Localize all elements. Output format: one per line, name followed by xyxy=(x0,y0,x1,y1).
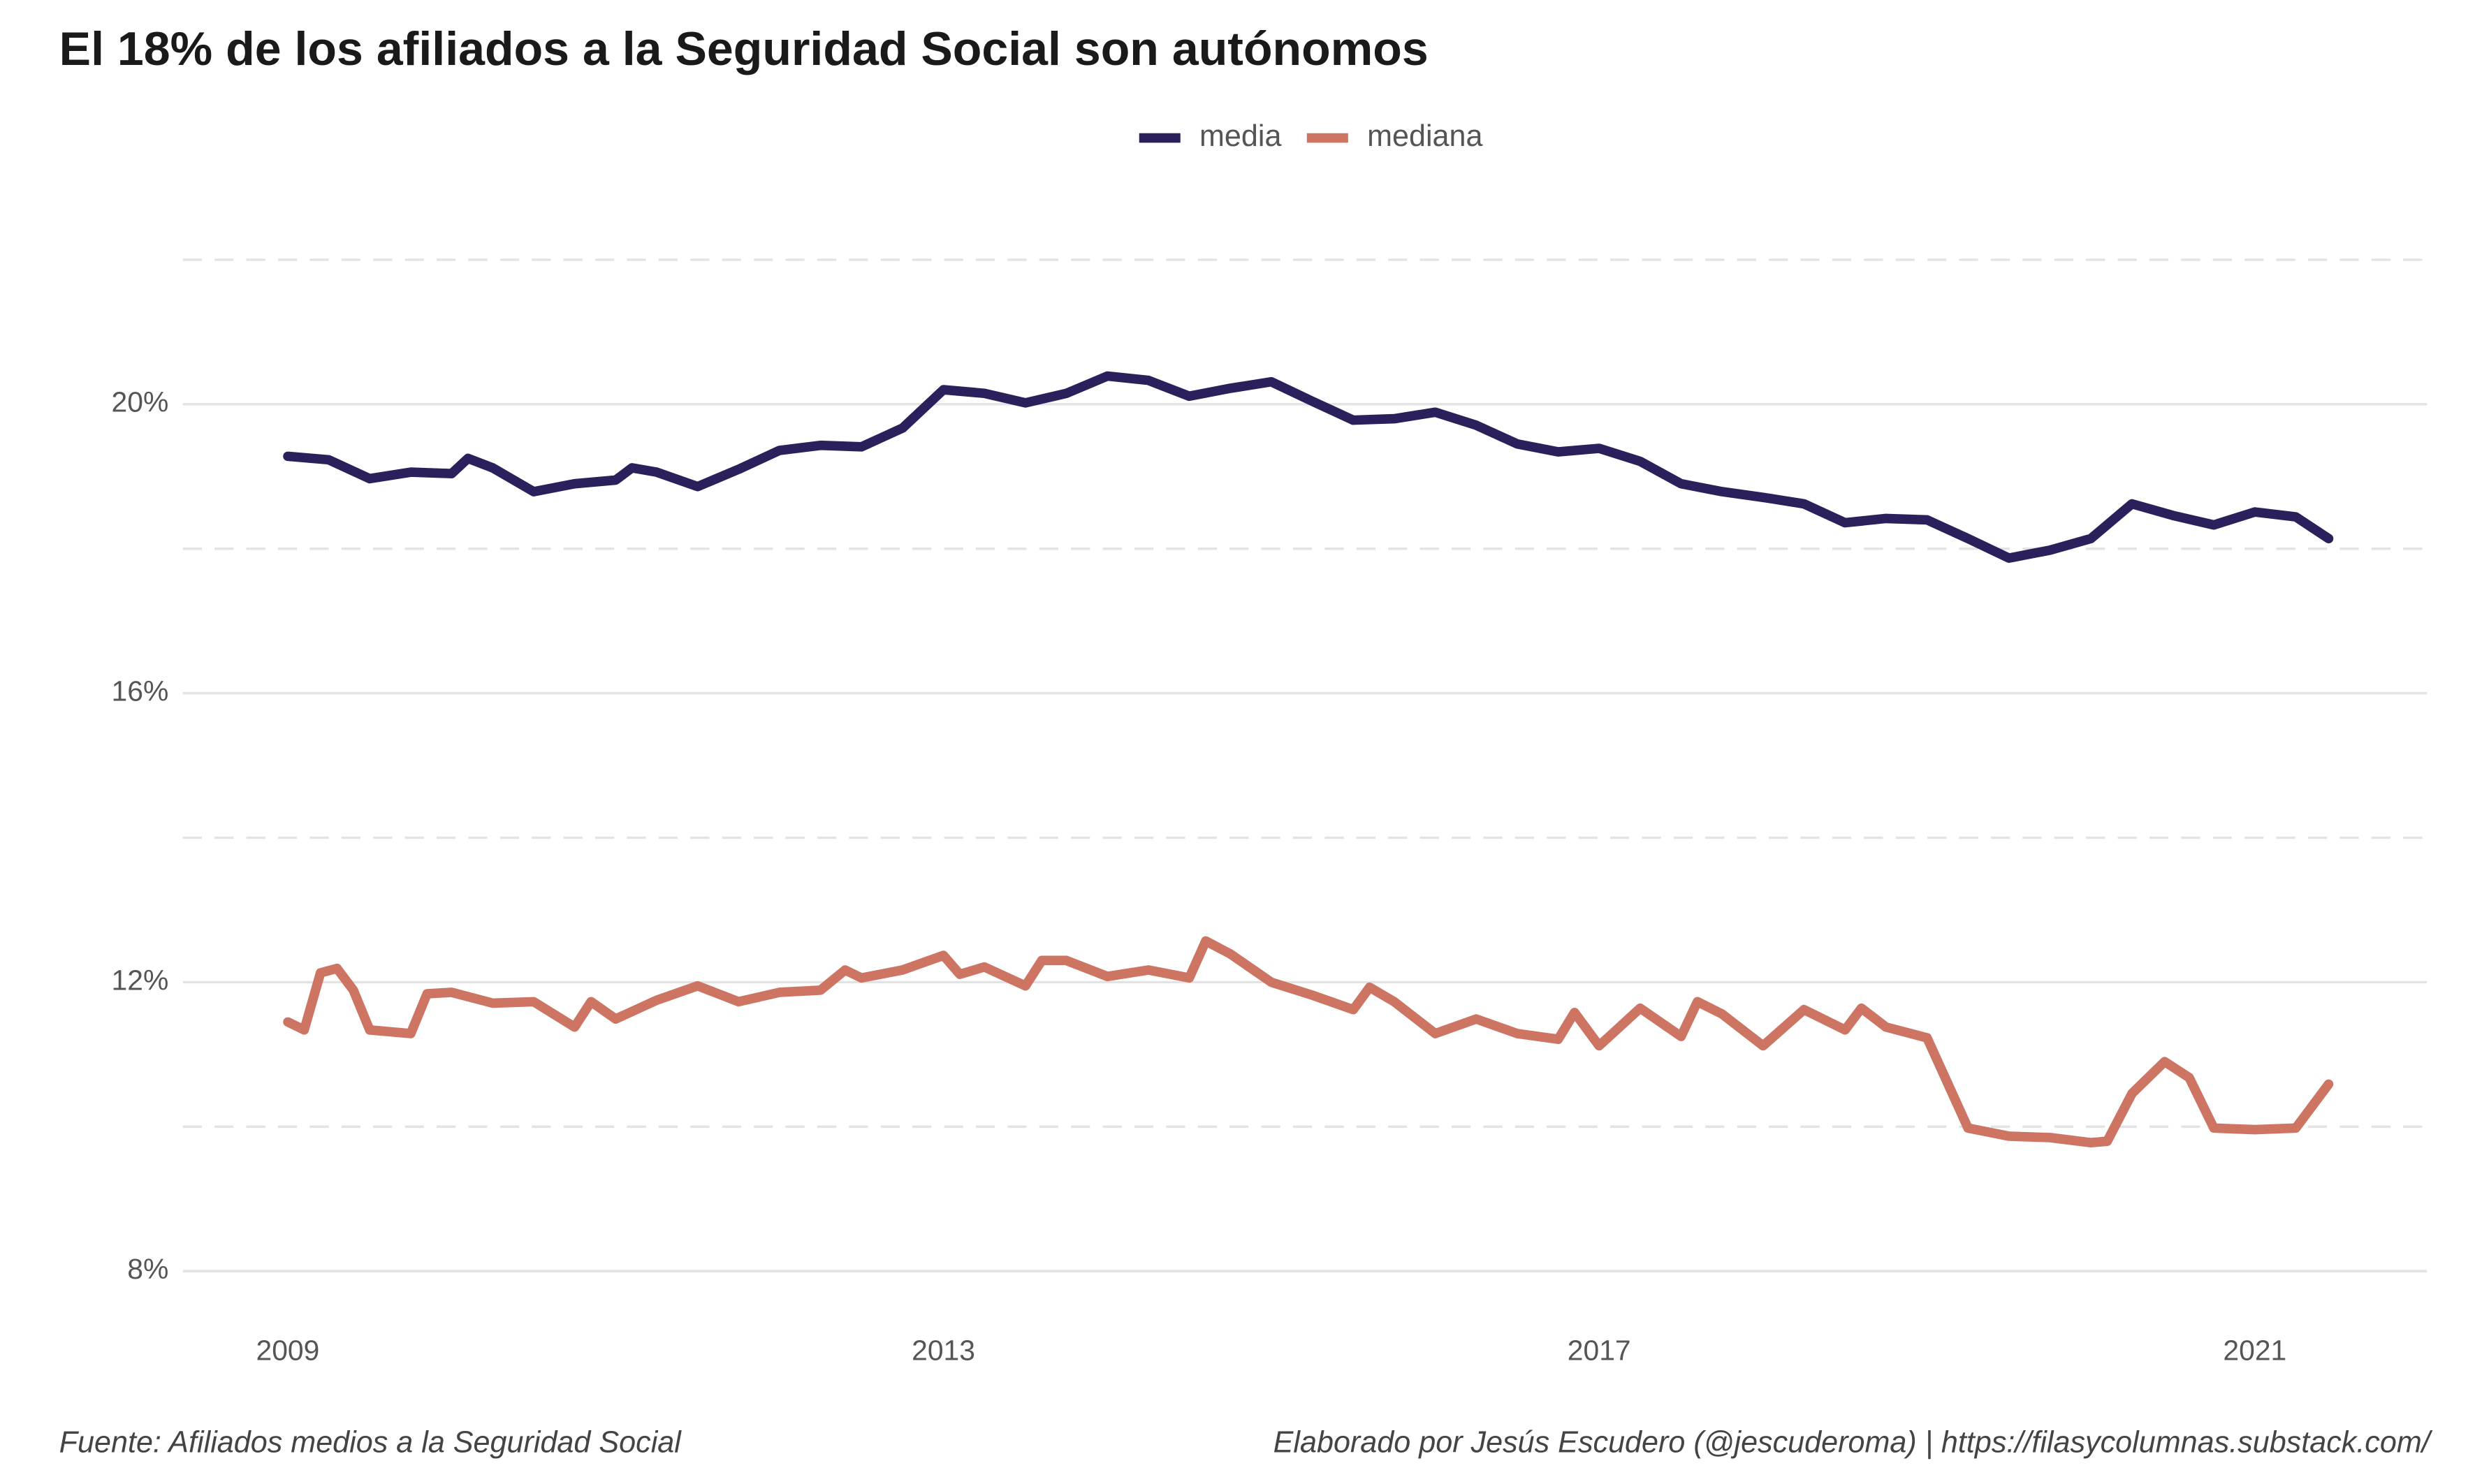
legend-label: mediana xyxy=(1367,119,1482,153)
x-tick-label: 2017 xyxy=(1568,1334,1631,1366)
y-tick-label: 12% xyxy=(112,964,169,996)
credit: Elaborado por Jesús Escudero (@jescudero… xyxy=(1273,1426,2433,1460)
line xyxy=(283,936,2334,1148)
y-tick-label: 8% xyxy=(127,1253,168,1285)
legend: media mediana xyxy=(1139,119,1483,153)
y-tick-label: 20% xyxy=(112,386,169,418)
y-tick-label: 16% xyxy=(112,675,169,707)
line xyxy=(283,371,2334,563)
source: Fuente: Afiliados medios a la Seguridad … xyxy=(59,1426,682,1460)
x-tick-label: 2021 xyxy=(2223,1334,2286,1366)
chart-title: El 18% de los afiliados a la Seguridad S… xyxy=(59,22,1429,75)
x-tick-label: 2013 xyxy=(912,1334,975,1366)
x-tick-label: 2009 xyxy=(256,1334,319,1366)
legend-label: media xyxy=(1199,119,1281,153)
